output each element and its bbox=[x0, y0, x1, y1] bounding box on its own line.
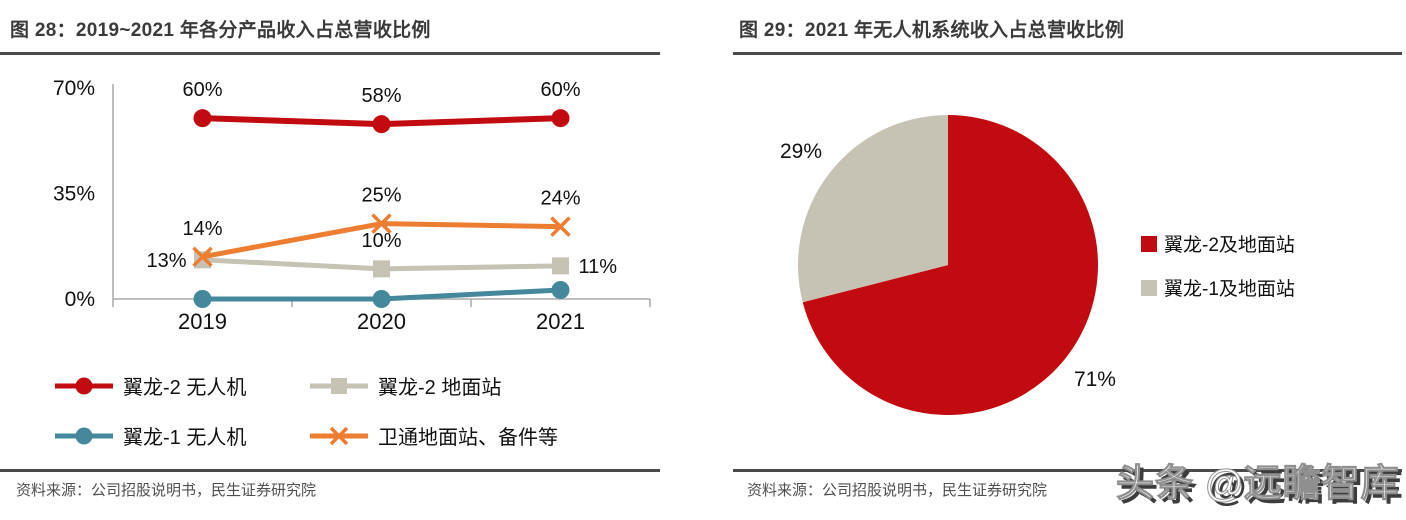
data-label: 13% bbox=[146, 250, 186, 272]
legend-marker bbox=[75, 427, 93, 444]
legend-item: 翼龙-2 无人机 bbox=[55, 371, 246, 400]
data-label: 58% bbox=[361, 85, 401, 107]
data-label: 14% bbox=[182, 218, 222, 240]
data-point-marker bbox=[373, 260, 390, 278]
figure-29-title: 图 29：2021 年无人机系统收入占总营收比例 bbox=[739, 20, 1125, 41]
source-note: 资料来源：公司招股说明书，民生证券研究院 bbox=[16, 482, 317, 499]
figure-28-title: 图 28：2019~2021 年各分产品收入占总营收比例 bbox=[10, 20, 431, 41]
data-point-marker bbox=[372, 290, 391, 308]
data-point-marker bbox=[550, 216, 571, 237]
pie-label: 29% bbox=[780, 140, 822, 163]
data-point-marker bbox=[552, 257, 569, 275]
line-chart: 0% 35% 70% 2019 2020 2021 60% 58% 60% 13% 10% 11% 14… bbox=[53, 77, 651, 334]
data-point-marker bbox=[371, 213, 392, 234]
legend-marker-icon bbox=[55, 427, 113, 444]
pie-label: 71% bbox=[1074, 368, 1116, 391]
pie-slice bbox=[797, 115, 948, 303]
data-point-marker bbox=[192, 246, 213, 268]
legend-item: 卫通地面站、备件等 bbox=[310, 421, 558, 450]
legend-label: 翼龙-2 地面站 bbox=[378, 377, 502, 399]
figure-28-panel: 图 28：2019~2021 年各分产品收入占总营收比例 0% 35% 70% 201… bbox=[0, 0, 680, 520]
source-divider bbox=[733, 469, 1402, 472]
y-tick-label: 70% bbox=[53, 77, 95, 100]
data-point-marker bbox=[551, 109, 570, 128]
data-label: 25% bbox=[361, 185, 401, 207]
watermark: 头条 @远瞻智库 bbox=[1116, 463, 1400, 506]
data-label: 10% bbox=[361, 230, 401, 252]
data-label: 60% bbox=[540, 79, 580, 101]
y-tick-label: 35% bbox=[53, 183, 95, 206]
figure-29-panel: 图 29：2021 年无人机系统收入占总营收比例 71% 29% 翼龙-2及地面站… bbox=[733, 0, 1406, 520]
legend-marker bbox=[329, 426, 349, 445]
data-label: 60% bbox=[182, 79, 222, 101]
pie-slice bbox=[802, 115, 1098, 415]
data-point-marker bbox=[193, 109, 212, 128]
legend-item: 翼龙-2 地面站 bbox=[310, 371, 501, 400]
legend-marker-icon bbox=[55, 377, 113, 394]
figure-28-title-block: 图 28：2019~2021 年各分产品收入占总营收比例 bbox=[0, 12, 660, 55]
data-point-marker bbox=[372, 115, 391, 134]
legend-label: 卫通地面站、备件等 bbox=[378, 427, 558, 449]
legend-marker-icon bbox=[310, 426, 368, 445]
data-point-marker bbox=[193, 290, 212, 308]
source-divider bbox=[0, 469, 660, 472]
legend-label: 翼龙-2 无人机 bbox=[123, 377, 247, 399]
legend-label: 翼龙-1 无人机 bbox=[123, 427, 247, 449]
data-label: 11% bbox=[579, 256, 618, 278]
figure-29-title-block: 图 29：2021 年无人机系统收入占总营收比例 bbox=[733, 12, 1402, 55]
legend-marker bbox=[75, 377, 93, 394]
data-point-marker bbox=[551, 280, 570, 299]
data-label: 24% bbox=[540, 188, 580, 210]
source-note: 资料来源：公司招股说明书，民生证券研究院 bbox=[747, 482, 1048, 499]
legend-item: 翼龙-1 无人机 bbox=[55, 421, 246, 450]
legend-marker bbox=[329, 426, 349, 445]
legend-marker bbox=[331, 377, 347, 394]
legend-marker-icon bbox=[310, 377, 368, 394]
pie-chart: 71% 29% bbox=[780, 115, 1116, 415]
x-tick-label: 2020 bbox=[357, 309, 406, 334]
y-tick-label: 0% bbox=[65, 288, 95, 311]
x-tick-label: 2021 bbox=[536, 309, 585, 334]
x-tick-label: 2019 bbox=[178, 309, 227, 334]
